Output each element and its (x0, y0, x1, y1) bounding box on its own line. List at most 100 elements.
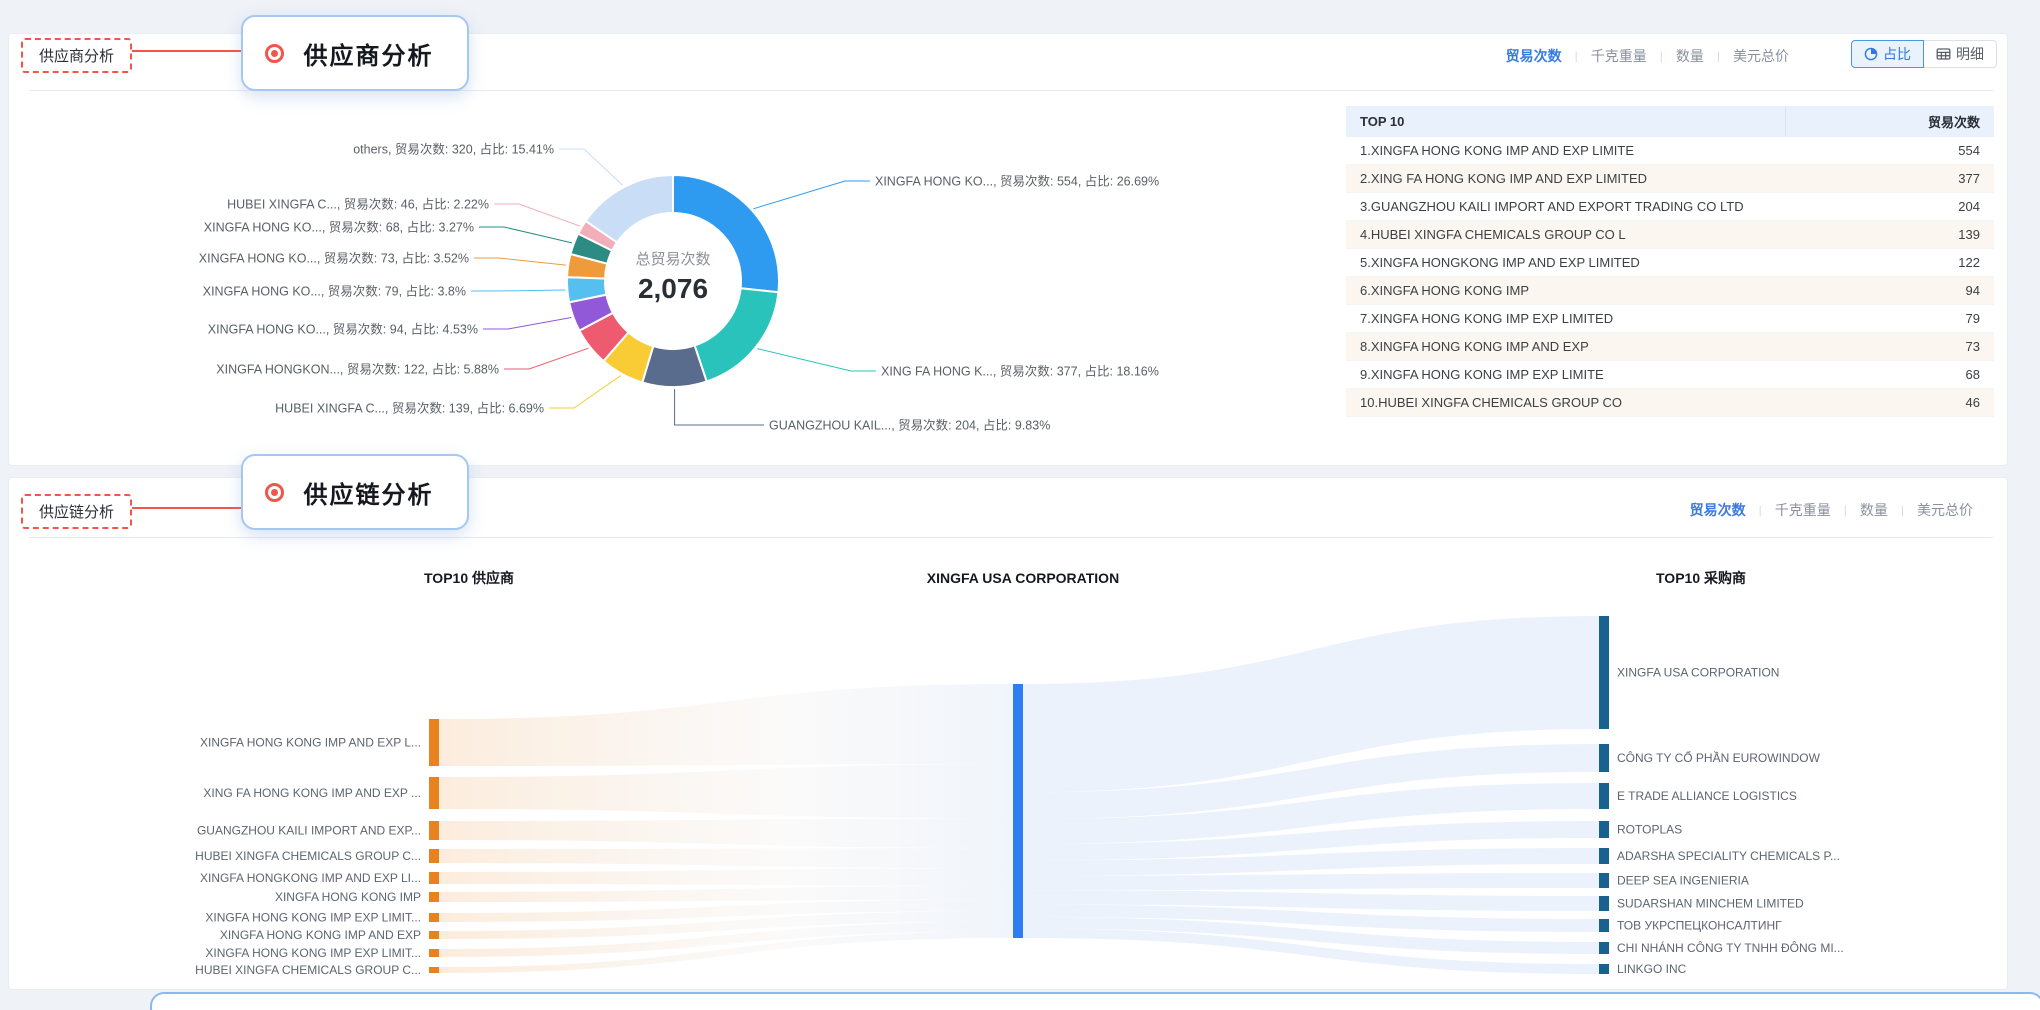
sankey-flow-left-4 (439, 848, 1013, 869)
sankey-left-label: XINGFA HONG KONG IMP (275, 890, 421, 904)
sankey-flow-right-3 (1023, 783, 1599, 845)
table-header-row: TOP 10 贸易次数 (1346, 106, 1994, 137)
sankey-right-node-4[interactable] (1599, 821, 1609, 838)
sankey-left-node-3[interactable] (429, 821, 439, 840)
donut-center-title: 总贸易次数 (635, 251, 710, 268)
table-row[interactable]: 6.XINGFA HONG KONG IMP 94 (1346, 277, 1994, 305)
table-row[interactable]: 3.GUANGZHOU KAILI IMPORT AND EXPORT TRAD… (1346, 193, 1994, 221)
supplier-name: 8.XINGFA HONG KONG IMP AND EXP (1360, 339, 1589, 354)
sankey-right-node-8[interactable] (1599, 919, 1609, 932)
sankey-right-node-1[interactable] (1599, 616, 1609, 729)
header-divider (29, 90, 1993, 91)
table-row[interactable]: 8.XINGFA HONG KONG IMP AND EXP 73 (1346, 333, 1994, 361)
sankey-left-node-9[interactable] (429, 949, 439, 957)
sankey-left-label: XINGFA HONGKONG IMP AND EXP LI... (200, 871, 421, 885)
sankey-left-node-4[interactable] (429, 849, 439, 863)
metric-tab-1[interactable]: 贸易次数 (1505, 48, 1562, 64)
sankey-left-node-8[interactable] (429, 931, 439, 939)
sankey-left-node-6[interactable] (429, 892, 439, 902)
label-connector (674, 388, 764, 426)
sankey-left-label: XINGFA HONG KONG IMP EXP LIMIT... (205, 946, 421, 960)
sankey-flow-left-6 (439, 885, 1013, 902)
sankey-left-node-1[interactable] (429, 719, 439, 766)
supplier-name: 2.XING FA HONG KONG IMP AND EXP LIMITED (1360, 171, 1648, 186)
sankey-flow-right-4 (1023, 821, 1599, 861)
donut-segment-11[interactable] (584, 173, 674, 244)
metric-tab-4[interactable]: 美元总价 (1733, 48, 1789, 64)
metric-tab-1[interactable]: 贸易次数 (1689, 502, 1746, 518)
supplier-name: 9.XINGFA HONG KONG IMP EXP LIMITE (1360, 367, 1604, 382)
sankey-right-node-9[interactable] (1599, 942, 1609, 954)
supply-chain-callout: 供应链分析 (241, 454, 469, 530)
table-row[interactable]: 1.XINGFA HONG KONG IMP AND EXP LIMITE 554 (1346, 137, 1994, 165)
pie-icon (1864, 47, 1878, 61)
table-row[interactable]: 5.XINGFA HONGKONG IMP AND EXP LIMITED 122 (1346, 249, 1994, 277)
next-section-edge (150, 992, 2040, 1010)
tab-separator: | (1574, 49, 1578, 63)
supplier-name: 3.GUANGZHOU KAILI IMPORT AND EXPORT TRAD… (1360, 199, 1744, 214)
donut-label: XINGFA HONGKON..., 贸易次数: 122, 占比: 5.88% (216, 362, 499, 377)
metric-tab-2[interactable]: 千克重量 (1590, 48, 1647, 64)
metric-tab-2[interactable]: 千克重量 (1774, 502, 1831, 518)
sankey-right-label: ROTOPLAS (1617, 823, 1682, 837)
table-row[interactable]: 9.XINGFA HONG KONG IMP EXP LIMITE 68 (1346, 361, 1994, 389)
trade-count-value: 122 (1958, 255, 1980, 270)
detail-view-button[interactable]: 明细 (1924, 40, 1997, 68)
sankey-right-node-5[interactable] (1599, 848, 1609, 864)
supplier-analysis-section: 供应商分析 供应商分析 贸易次数 | 千克重量 | 数量 | 美元总价 占比 (8, 15, 2008, 466)
donut-center-total: 2,076 (638, 273, 708, 304)
supplier-name: 5.XINGFA HONGKONG IMP AND EXP LIMITED (1360, 255, 1640, 270)
table-header-top10: TOP 10 (1346, 106, 1786, 137)
label-connector (474, 257, 567, 266)
label-connector (504, 347, 589, 370)
metric-tab-3[interactable]: 数量 (1675, 48, 1704, 64)
tab-separator: | (1659, 49, 1663, 63)
sankey-right-node-3[interactable] (1599, 783, 1609, 809)
label-connector (559, 148, 624, 186)
sankey-left-label: XINGFA HONG KONG IMP EXP LIMIT... (205, 911, 421, 925)
donut-label: GUANGZHOU KAIL..., 贸易次数: 204, 占比: 9.83% (769, 418, 1050, 433)
sankey-flow-left-9 (439, 921, 1013, 957)
sankey-left-node-5[interactable] (429, 872, 439, 884)
table-row[interactable]: 7.XINGFA HONG KONG IMP EXP LIMITED 79 (1346, 305, 1994, 333)
callout-title: 供应商分析 (303, 42, 434, 70)
supplier-name: 4.HUBEI XINGFA CHEMICALS GROUP CO L (1360, 227, 1626, 242)
sankey-right-node-7[interactable] (1599, 896, 1609, 911)
ratio-view-button[interactable]: 占比 (1851, 40, 1924, 68)
sankey-column-header-2: XINGFA USA CORPORATION (927, 570, 1119, 586)
supply-chain-title-box: 供应链分析 (21, 494, 133, 529)
sankey-left-label: XING FA HONG KONG IMP AND EXP ... (203, 786, 421, 800)
sankey-left-node-7[interactable] (429, 913, 439, 922)
sankey-left-node-10[interactable] (429, 967, 439, 973)
sankey-right-label: ADARSHA SPECIALITY CHEMICALS P... (1617, 849, 1840, 863)
label-connector (479, 226, 573, 244)
sankey-flow-left-5 (439, 868, 1013, 886)
table-row[interactable]: 2.XING FA HONG KONG IMP AND EXP LIMITED 3… (1346, 165, 1994, 193)
top10-table: TOP 10 贸易次数 1.XINGFA HONG KONG IMP AND E… (1346, 106, 1994, 417)
sankey-left-label: HUBEI XINGFA CHEMICALS GROUP C... (195, 849, 421, 863)
trade-count-value: 46 (1965, 395, 1980, 410)
sankey-flow-right-2 (1023, 744, 1599, 820)
donut-label: others, 贸易次数: 320, 占比: 15.41% (353, 142, 554, 157)
table-row[interactable]: 10.HUBEI XINGFA CHEMICALS GROUP CO 46 (1346, 389, 1994, 417)
label-connector (753, 180, 870, 210)
tab-separator: | (1716, 49, 1720, 63)
sankey-center-node[interactable] (1013, 684, 1023, 938)
label-connector (549, 375, 622, 409)
sankey-left-node-2[interactable] (429, 777, 439, 809)
tab-separator: | (1758, 503, 1762, 517)
metric-tab-4[interactable]: 美元总价 (1917, 502, 1973, 518)
sankey-flow-left-2 (439, 764, 1013, 819)
table-row[interactable]: 4.HUBEI XINGFA CHEMICALS GROUP CO L 139 (1346, 221, 1994, 249)
label-connector (494, 203, 581, 227)
view-toggle: 占比 明细 (1851, 40, 1997, 68)
sankey-right-node-6[interactable] (1599, 873, 1609, 888)
sankey-right-label: DEEP SEA INGENIERIA (1617, 874, 1749, 888)
sankey-flow-left-7 (439, 899, 1013, 922)
target-dot-icon (265, 43, 284, 63)
donut-label: XINGFA HONG KO..., 贸易次数: 79, 占比: 3.8% (203, 284, 466, 299)
sankey-right-node-10[interactable] (1599, 964, 1609, 974)
sankey-right-node-2[interactable] (1599, 744, 1609, 772)
metric-tab-3[interactable]: 数量 (1859, 502, 1888, 518)
